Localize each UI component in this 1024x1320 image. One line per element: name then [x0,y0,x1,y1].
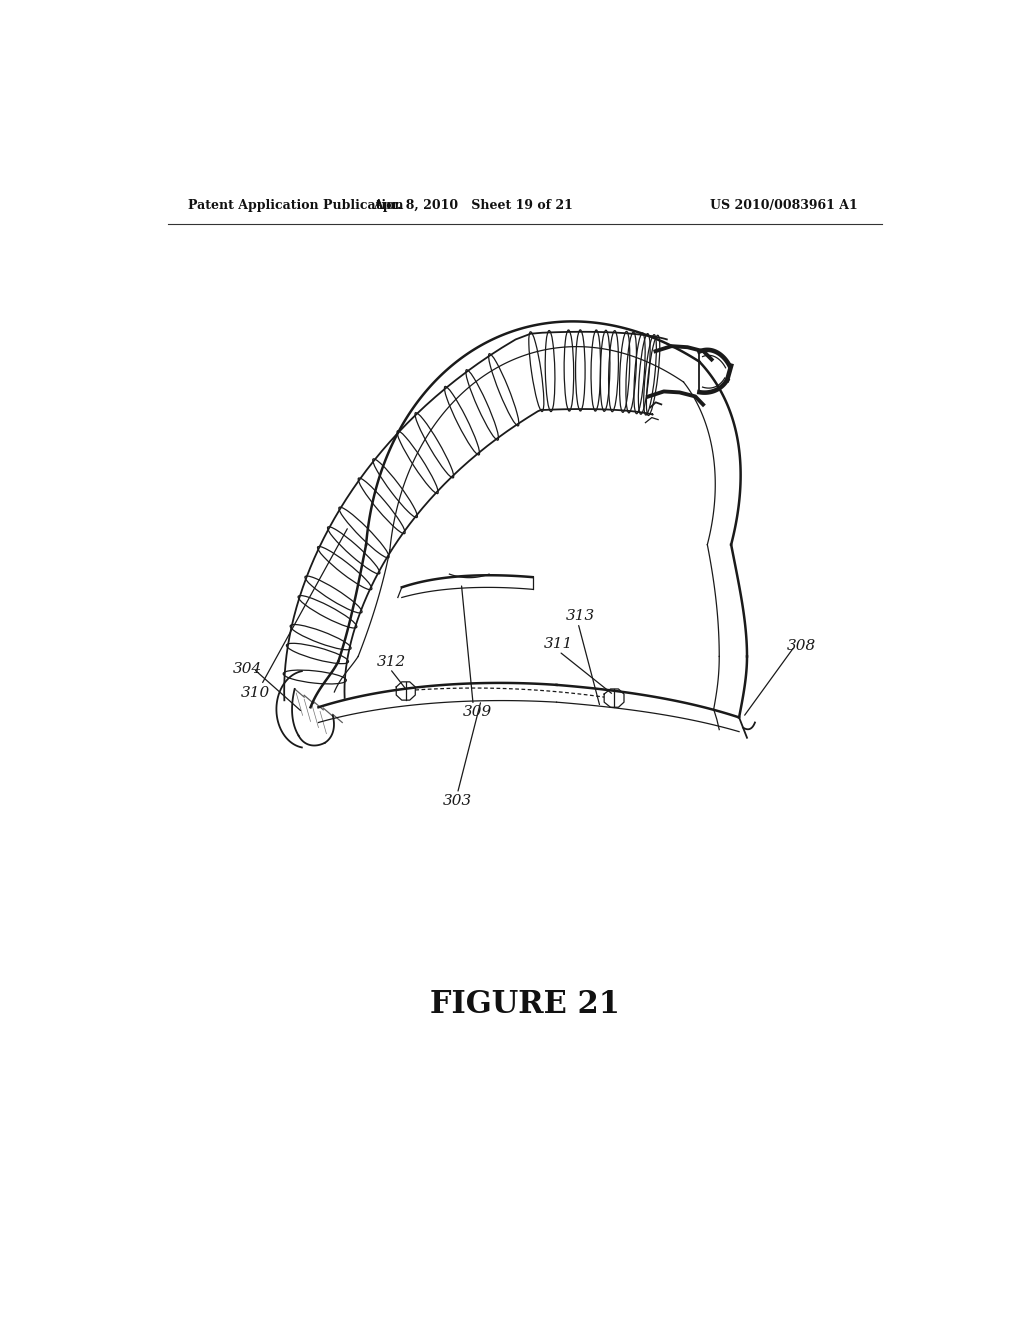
Text: 313: 313 [565,609,595,623]
Text: 309: 309 [463,705,492,719]
Text: Patent Application Publication: Patent Application Publication [187,199,403,213]
Text: 310: 310 [241,686,269,700]
Text: US 2010/0083961 A1: US 2010/0083961 A1 [711,199,858,213]
Text: 311: 311 [545,638,573,651]
Text: 308: 308 [786,639,815,653]
Text: 304: 304 [232,661,262,676]
Text: FIGURE 21: FIGURE 21 [430,989,620,1019]
Text: 303: 303 [442,793,472,808]
Text: 312: 312 [377,655,407,668]
Text: Apr. 8, 2010   Sheet 19 of 21: Apr. 8, 2010 Sheet 19 of 21 [374,199,573,213]
